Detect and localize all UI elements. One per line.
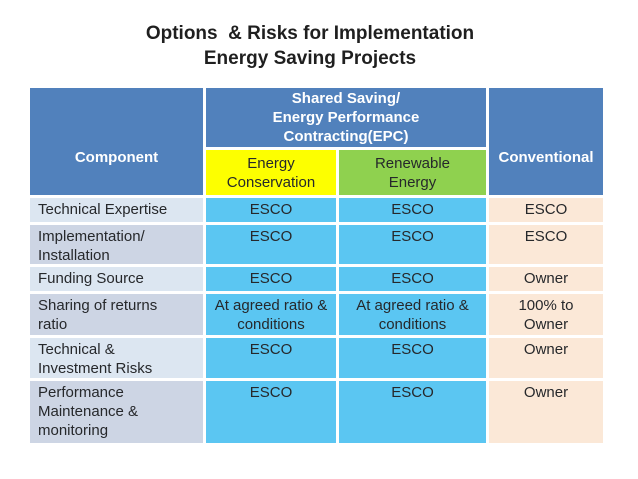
cell-energy-conservation: ESCO: [206, 381, 336, 443]
header-component: Component: [30, 88, 203, 195]
cell-renewable-energy: ESCO: [339, 338, 486, 378]
row-label-performance-maintenance-monitoring: Performance Maintenance & monitoring: [30, 381, 203, 443]
cell-conventional: ESCO: [489, 225, 603, 264]
cell-energy-conservation: ESCO: [206, 198, 336, 222]
cell-renewable-energy: ESCO: [339, 225, 486, 264]
cell-conventional: ESCO: [489, 198, 603, 222]
options-risks-table: Component Shared Saving/ Energy Performa…: [30, 88, 603, 443]
header-epc-group: Shared Saving/ Energy Performance Contra…: [206, 88, 486, 147]
cell-energy-conservation: At agreed ratio & conditions: [206, 294, 336, 335]
cell-renewable-energy: ESCO: [339, 198, 486, 222]
cell-conventional: Owner: [489, 267, 603, 291]
header-conventional: Conventional: [489, 88, 603, 195]
cell-conventional: Owner: [489, 338, 603, 378]
cell-energy-conservation: ESCO: [206, 225, 336, 264]
row-label-implementation-installation: Implementation/ Installation: [30, 225, 203, 264]
cell-conventional: Owner: [489, 381, 603, 443]
cell-conventional: 100% to Owner: [489, 294, 603, 335]
header-energy-conservation: Energy Conservation: [206, 150, 336, 195]
row-label-technical-expertise: Technical Expertise: [30, 198, 203, 222]
row-label-sharing-of-returns-ratio: Sharing of returns ratio: [30, 294, 203, 335]
row-label-technical-investment-risks: Technical & Investment Risks: [30, 338, 203, 378]
cell-renewable-energy: At agreed ratio & conditions: [339, 294, 486, 335]
cell-energy-conservation: ESCO: [206, 338, 336, 378]
cell-energy-conservation: ESCO: [206, 267, 336, 291]
cell-renewable-energy: ESCO: [339, 267, 486, 291]
header-renewable-energy: Renewable Energy: [339, 150, 486, 195]
row-label-funding-source: Funding Source: [30, 267, 203, 291]
page-title: Options & Risks for Implementation Energ…: [145, 23, 475, 69]
cell-renewable-energy: ESCO: [339, 381, 486, 443]
